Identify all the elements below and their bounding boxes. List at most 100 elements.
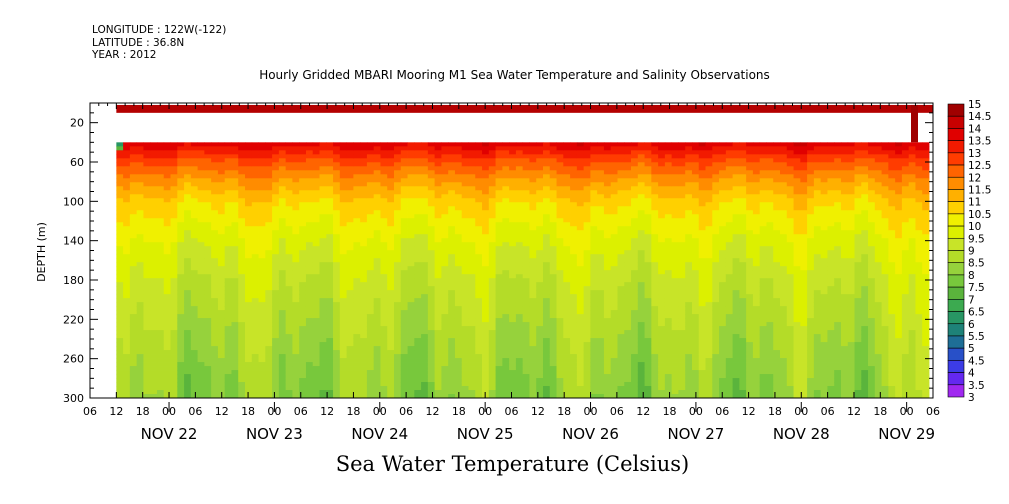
- field-cell: [278, 362, 287, 367]
- field-cell: [258, 234, 266, 239]
- field-cell: [224, 198, 232, 203]
- field-cell: [116, 206, 124, 211]
- field-cell: [549, 246, 557, 251]
- field-cell: [461, 246, 469, 251]
- field-cell: [177, 370, 185, 375]
- field-cell: [231, 278, 239, 283]
- field-cell: [563, 190, 571, 195]
- field-cell: [190, 202, 199, 207]
- field-cell: [603, 154, 612, 159]
- field-cell: [272, 206, 280, 211]
- field-cell: [326, 146, 334, 151]
- field-cell: [143, 334, 151, 339]
- field-cell: [265, 370, 273, 375]
- field-cell: [116, 234, 124, 239]
- field-cell: [590, 358, 598, 363]
- field-cell: [258, 322, 266, 327]
- field-cell: [583, 342, 591, 347]
- field-cell: [312, 262, 320, 267]
- field-cell: [353, 178, 361, 183]
- field-cell: [292, 250, 300, 255]
- field-cell: [156, 350, 165, 355]
- field-cell: [380, 170, 388, 175]
- field-cell: [427, 246, 436, 251]
- field-cell: [515, 294, 524, 299]
- field-cell: [488, 238, 496, 243]
- field-cell: [136, 186, 144, 191]
- field-cell: [231, 142, 239, 147]
- field-cell: [285, 354, 293, 359]
- field-cell: [563, 302, 571, 307]
- field-cell: [394, 182, 402, 187]
- field-cell: [515, 386, 524, 391]
- field-cell: [116, 254, 124, 259]
- field-cell: [495, 390, 503, 395]
- field-cell: [536, 286, 544, 291]
- field-cell: [380, 354, 388, 359]
- field-cell: [549, 234, 557, 239]
- field-cell: [251, 318, 259, 323]
- field-cell: [231, 326, 239, 331]
- field-cell: [278, 230, 287, 235]
- field-cell: [502, 374, 510, 379]
- field-cell: [326, 174, 334, 179]
- field-cell: [583, 374, 591, 379]
- field-cell: [549, 370, 557, 375]
- field-cell: [265, 218, 273, 223]
- field-cell: [468, 298, 476, 303]
- field-cell: [346, 386, 354, 391]
- field-cell: [603, 282, 612, 287]
- field-cell: [312, 326, 320, 331]
- field-cell: [366, 234, 375, 239]
- field-cell: [272, 234, 280, 239]
- field-cell: [631, 234, 639, 239]
- field-cell: [617, 370, 625, 375]
- field-cell: [238, 158, 246, 163]
- field-cell: [312, 274, 320, 279]
- field-cell: [265, 266, 273, 271]
- field-cell: [427, 278, 436, 283]
- field-cell: [563, 174, 571, 179]
- field-cell: [448, 218, 456, 223]
- field-cell: [421, 290, 429, 295]
- field-cell: [163, 190, 171, 195]
- field-cell: [509, 174, 517, 179]
- field-cell: [184, 278, 192, 283]
- field-cell: [488, 306, 496, 311]
- field-cell: [495, 286, 503, 291]
- field-cell: [434, 298, 442, 303]
- field-cell: [177, 286, 185, 291]
- field-cell: [454, 258, 463, 263]
- field-cell: [590, 158, 598, 163]
- field-cell: [441, 226, 449, 231]
- field-cell: [542, 362, 551, 367]
- field-cell: [454, 366, 463, 371]
- field-cell: [394, 278, 402, 283]
- field-cell: [217, 374, 226, 379]
- field-cell: [603, 318, 612, 323]
- field-cell: [373, 274, 381, 279]
- field-cell: [292, 266, 300, 271]
- field-cell: [576, 390, 585, 395]
- field-cell: [143, 350, 151, 355]
- field-cell: [414, 194, 422, 199]
- field-cell: [299, 294, 307, 299]
- field-cell: [542, 314, 551, 319]
- field-cell: [522, 194, 530, 199]
- field-cell: [373, 150, 381, 155]
- field-cell: [610, 162, 618, 167]
- field-cell: [224, 154, 232, 159]
- field-cell: [333, 274, 341, 279]
- field-cell: [590, 350, 598, 355]
- field-cell: [305, 162, 314, 167]
- field-cell: [163, 222, 171, 227]
- field-cell: [197, 250, 205, 255]
- field-cell: [272, 378, 280, 383]
- field-cell: [509, 378, 517, 383]
- field-cell: [529, 234, 537, 239]
- field-cell: [326, 234, 334, 239]
- field-cell: [170, 290, 178, 295]
- field-cell: [502, 322, 510, 327]
- field-cell: [400, 298, 408, 303]
- field-cell: [549, 346, 557, 351]
